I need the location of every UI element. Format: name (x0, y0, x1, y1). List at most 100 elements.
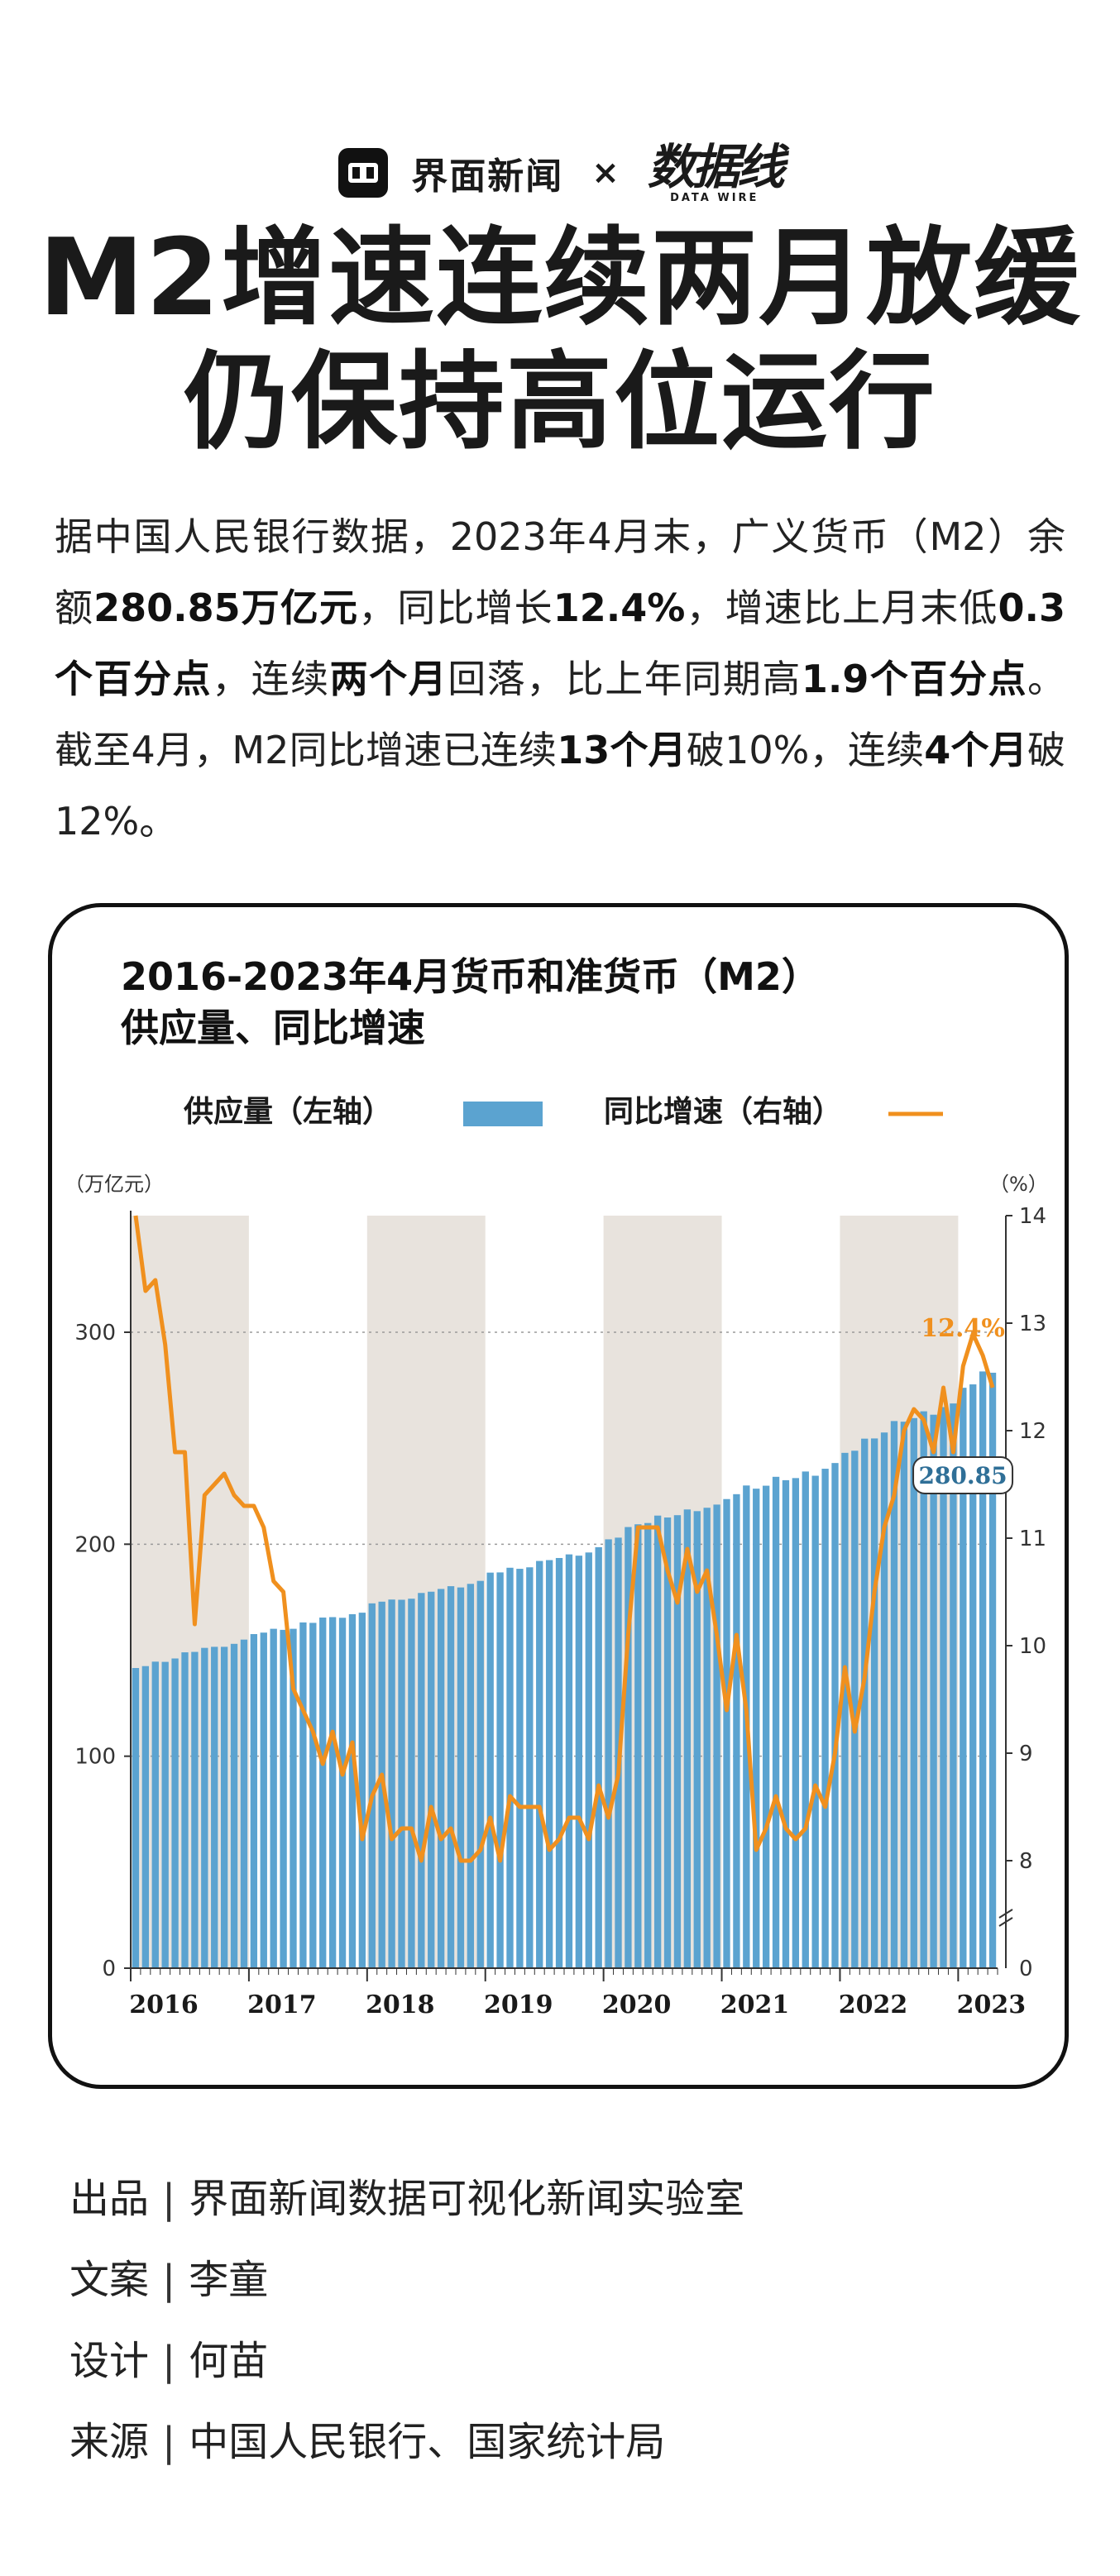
growth-line (133, 1215, 995, 1863)
intro-paragraph: 据中国人民银行数据，2023年4月末，广义货币（M2）余额280.85万亿元，同… (55, 501, 1065, 857)
supply-bar (821, 1469, 829, 1968)
credit-separator: | (162, 2176, 176, 2222)
credits: 出品 | 界面新闻数据可视化新闻实验室 文案 | 李童 设计 | 何苗 来源 | 中国人民银行、国家统… (69, 2158, 744, 2483)
supply-bar (201, 1647, 208, 1968)
supply-bar (585, 1552, 592, 1968)
supply-bar (988, 1372, 997, 1968)
supply-bar (920, 1411, 927, 1968)
supply-bar (841, 1452, 849, 1968)
chart-title: 2016-2023年4月货币和准货币（M2） 供应量、同比增速 (121, 951, 820, 1054)
legend-growth-label: 同比增速（右轴） (604, 1095, 842, 1129)
supply-bar (338, 1618, 347, 1968)
legend-supply-label: 供应量（左轴） (184, 1095, 392, 1129)
left-tick-label: 100 (74, 1745, 116, 1770)
supply-bar (151, 1661, 159, 1968)
year-band (603, 1216, 722, 1968)
left-axis-unit: （万亿元） (65, 1173, 164, 1196)
legend-supply-swatch (463, 1102, 543, 1126)
supply-bar (900, 1422, 908, 1968)
supply-bar (653, 1515, 662, 1968)
intro-highlight: 4个月 (924, 728, 1027, 772)
supply-bar (319, 1618, 327, 1968)
data-wire-logo: 数据线 DATA WIRE (647, 138, 785, 204)
supply-bar (753, 1489, 760, 1968)
supply-bar (880, 1432, 888, 1968)
supply-bar (368, 1603, 376, 1968)
intro-text: 破12%。 (55, 728, 1065, 844)
credit-separator: | (162, 2338, 176, 2384)
credit-line: 设计 | 何苗 (69, 2320, 744, 2402)
credit-key: 出品 (69, 2176, 150, 2222)
axis-break-mark (998, 1909, 1013, 1919)
supply-bar (605, 1539, 612, 1968)
supply-bar (132, 1668, 140, 1968)
growth-annotation: 12.4% (921, 1314, 1005, 1343)
supply-bar (851, 1450, 859, 1968)
supply-bar (418, 1593, 425, 1968)
supply-bar (408, 1599, 415, 1968)
supply-bar (536, 1560, 543, 1968)
supply-bar (703, 1508, 711, 1968)
supply-bar (211, 1646, 218, 1968)
right-tick-label: 10 (1019, 1634, 1046, 1659)
supply-bar (280, 1629, 287, 1968)
credit-line: 来源 | 中国人民银行、国家统计局 (69, 2402, 744, 2483)
right-tick-label: 11 (1019, 1527, 1046, 1551)
supply-bar (625, 1527, 632, 1968)
supply-bar (890, 1421, 898, 1968)
credit-value: 中国人民银行、国家统计局 (189, 2419, 666, 2465)
intro-highlight: 280.85万亿元 (93, 585, 359, 630)
credit-key: 设计 (69, 2338, 150, 2384)
data-wire-logo-en: DATA WIRE (670, 191, 759, 204)
supply-bar (782, 1479, 790, 1968)
supply-bar (979, 1371, 987, 1968)
intro-text: 据中国人民银行数据，2023年4月末，广义货币（M2）余额 (55, 514, 1065, 630)
supply-bar (940, 1407, 947, 1968)
supply-bar (772, 1476, 780, 1968)
intro-text: ，增速比上月末低 (685, 585, 998, 630)
intro-highlight: 0.3个百分点 (55, 585, 1066, 701)
brand-name: 界面新闻 (411, 155, 564, 198)
right-tick-label: 9 (1019, 1742, 1033, 1766)
supply-bar (348, 1613, 357, 1968)
supply-bar (930, 1414, 937, 1968)
year-label: 2016 (129, 1991, 199, 2019)
supply-bar (565, 1554, 573, 1968)
intro-text: ，同比增长 (358, 585, 553, 630)
data-wire-logo-cn: 数据线 (647, 138, 785, 195)
supply-bar (240, 1639, 248, 1968)
intro-highlight: 13个月 (557, 728, 687, 772)
supply-bar (545, 1560, 553, 1968)
supply-bar (644, 1522, 652, 1968)
headline-line-2: 仍保持高位运行 (183, 341, 936, 464)
supply-bar (723, 1498, 730, 1968)
supply-annotation-box (912, 1455, 1014, 1494)
supply-bar (673, 1515, 682, 1968)
right-tick-label: 13 (1019, 1312, 1046, 1336)
supply-bar (960, 1388, 967, 1968)
headline: M2增速连续两月放缓 仍保持高位运行 (0, 217, 1120, 465)
left-tick-label: 0 (102, 1957, 116, 1981)
year-band (131, 1216, 249, 1968)
credit-value: 何苗 (189, 2338, 269, 2384)
intro-text: ，连续 (212, 657, 330, 701)
supply-bar (328, 1617, 337, 1968)
right-axis-unit: （%） (989, 1173, 1048, 1196)
supply-bar (762, 1485, 770, 1968)
axis-break-mark (998, 1917, 1013, 1927)
brand-header: 界面新闻 × 数据线 DATA WIRE (0, 136, 1120, 210)
credit-line: 文案 | 李童 (69, 2239, 744, 2320)
supply-bar (161, 1661, 169, 1968)
supply-bar (870, 1438, 878, 1968)
m2-chart: 供应量（左轴） 同比增速（右轴） （万亿元） （%） 0 100 200 300 8 9 10 11 1… (65, 1095, 1048, 2019)
right-tick-label: 12 (1019, 1419, 1046, 1444)
headline-line-1: M2增速连续两月放缓 (38, 217, 1082, 340)
supply-bar (476, 1580, 484, 1968)
right-tick-label: 14 (1019, 1204, 1046, 1229)
supply-bar (802, 1471, 809, 1968)
supply-bar (171, 1658, 179, 1968)
supply-bar (467, 1584, 475, 1968)
chart-title-line-1: 2016-2023年4月货币和准货币（M2） (121, 954, 820, 999)
supply-bar (683, 1509, 692, 1968)
supply-bar (792, 1478, 800, 1968)
